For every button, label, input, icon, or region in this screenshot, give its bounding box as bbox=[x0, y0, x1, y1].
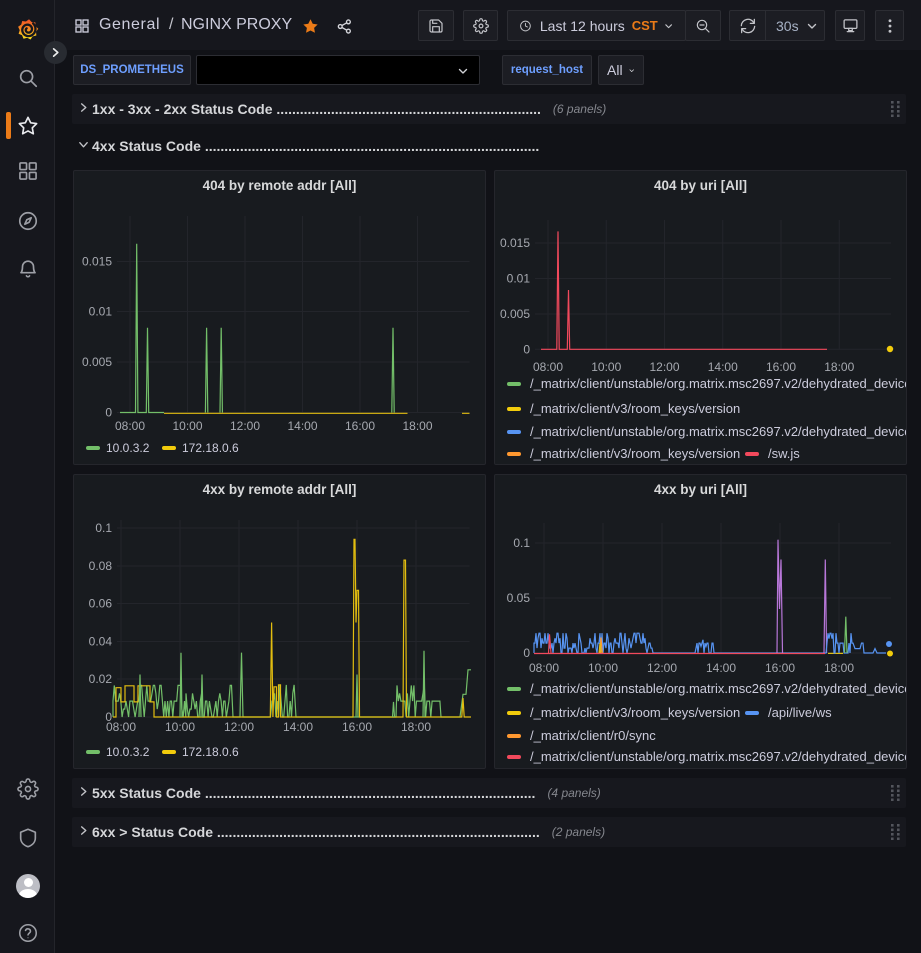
svg-text:0: 0 bbox=[105, 710, 112, 724]
svg-text:0.05: 0.05 bbox=[507, 591, 531, 605]
svg-text:10:00: 10:00 bbox=[588, 661, 618, 675]
svg-text:0: 0 bbox=[523, 646, 530, 660]
svg-text:18:00: 18:00 bbox=[824, 661, 854, 675]
svg-text:16:00: 16:00 bbox=[765, 661, 795, 675]
svg-text:0.1: 0.1 bbox=[95, 521, 112, 535]
svg-text:08:00: 08:00 bbox=[115, 419, 145, 433]
svg-text:18:00: 18:00 bbox=[402, 419, 432, 433]
svg-text:18:00: 18:00 bbox=[401, 720, 431, 734]
svg-text:08:00: 08:00 bbox=[533, 360, 563, 374]
svg-text:0.1: 0.1 bbox=[513, 536, 530, 550]
svg-text:16:00: 16:00 bbox=[345, 419, 375, 433]
svg-text:14:00: 14:00 bbox=[708, 360, 738, 374]
svg-text:16:00: 16:00 bbox=[342, 720, 372, 734]
svg-text:0.01: 0.01 bbox=[507, 272, 531, 286]
svg-text:18:00: 18:00 bbox=[824, 360, 854, 374]
svg-text:12:00: 12:00 bbox=[647, 661, 677, 675]
svg-text:0.04: 0.04 bbox=[89, 635, 113, 649]
svg-text:0.06: 0.06 bbox=[89, 597, 113, 611]
svg-text:0: 0 bbox=[523, 342, 530, 356]
svg-text:0.005: 0.005 bbox=[500, 307, 530, 321]
svg-text:12:00: 12:00 bbox=[230, 419, 260, 433]
svg-text:08:00: 08:00 bbox=[529, 661, 559, 675]
svg-text:14:00: 14:00 bbox=[706, 661, 736, 675]
svg-text:0.01: 0.01 bbox=[89, 305, 113, 319]
svg-text:0.015: 0.015 bbox=[82, 255, 112, 269]
svg-text:16:00: 16:00 bbox=[766, 360, 796, 374]
svg-text:10:00: 10:00 bbox=[172, 419, 202, 433]
svg-text:14:00: 14:00 bbox=[283, 720, 313, 734]
svg-text:08:00: 08:00 bbox=[106, 720, 136, 734]
svg-text:14:00: 14:00 bbox=[287, 419, 317, 433]
svg-text:0.08: 0.08 bbox=[89, 559, 113, 573]
svg-text:0: 0 bbox=[105, 406, 112, 420]
svg-text:12:00: 12:00 bbox=[224, 720, 254, 734]
svg-text:0.005: 0.005 bbox=[82, 355, 112, 369]
svg-text:12:00: 12:00 bbox=[649, 360, 679, 374]
svg-text:0.015: 0.015 bbox=[500, 236, 530, 250]
svg-text:10:00: 10:00 bbox=[165, 720, 195, 734]
svg-text:10:00: 10:00 bbox=[591, 360, 621, 374]
svg-text:0.02: 0.02 bbox=[89, 672, 113, 686]
